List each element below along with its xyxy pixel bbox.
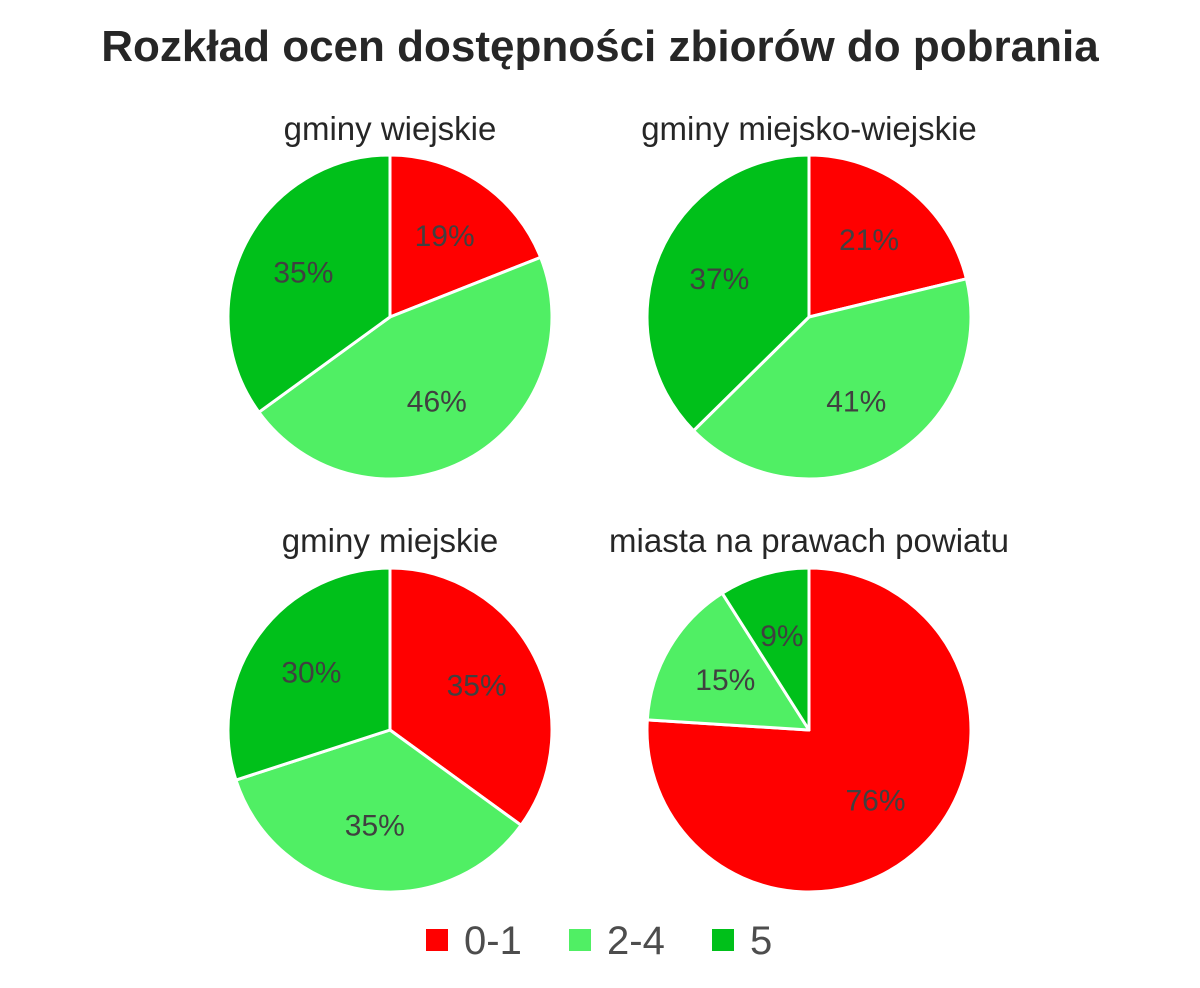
pie-slice-2-4 — [234, 728, 523, 894]
slice-label: 76% — [846, 784, 906, 817]
legend-item-2-4: 2-4 — [569, 919, 665, 963]
pie-title: gminy miejsko-wiejskie — [641, 110, 977, 147]
pie-2: gminy miejsko-wiejskie 21% 41% 37% — [641, 110, 977, 481]
legend-swatch — [426, 929, 448, 951]
slice-label: 35% — [345, 810, 405, 843]
pie-slice-0-1 — [807, 153, 968, 319]
pie-4: miasta na prawach powiatu 76% 15%9% — [609, 522, 1009, 894]
pie-slice-5 — [226, 566, 392, 782]
pie-slice-2-4 — [257, 255, 554, 481]
slice-label: 15% — [695, 664, 755, 697]
pie-slice-5 — [645, 153, 811, 433]
slice-label: 37% — [689, 263, 749, 296]
slice-label: 21% — [839, 224, 899, 257]
pie-title: miasta na prawach powiatu — [609, 522, 1009, 559]
pie-3: gminy miejskie 35% 35% 30% — [226, 522, 554, 894]
slice-label: 35% — [273, 256, 333, 289]
legend-item-0-1: 0-1 — [426, 919, 522, 963]
pie-1: gminy wiejskie 19% 46% 35% — [226, 110, 554, 481]
legend-label: 2-4 — [607, 919, 665, 963]
slice-label: 19% — [415, 220, 475, 253]
slice-label: 41% — [826, 385, 886, 418]
legend-swatch — [569, 929, 591, 951]
pie-title: gminy miejskie — [282, 522, 498, 559]
legend-label: 5 — [750, 919, 772, 963]
slice-label: 9% — [760, 620, 803, 653]
pie-slice-5 — [720, 566, 811, 732]
pie-slice-0-1 — [388, 566, 554, 827]
legend-swatch — [712, 929, 734, 951]
pie-slice-2-4 — [645, 591, 811, 732]
pie-slice-2-4 — [692, 277, 973, 481]
chart-title: Rozkład ocen dostępności zbiorów do pobr… — [101, 22, 1099, 71]
slice-label: 35% — [447, 669, 507, 702]
legend-label: 0-1 — [464, 919, 522, 963]
pie-slice-5 — [226, 153, 392, 414]
legend-item-5: 5 — [712, 919, 772, 963]
pie-slice-0-1 — [388, 153, 543, 319]
slice-label: 30% — [281, 656, 341, 689]
legend: 0-1 2-4 5 — [426, 919, 772, 963]
slice-label: 46% — [407, 386, 467, 419]
pie-title: gminy wiejskie — [284, 110, 497, 147]
